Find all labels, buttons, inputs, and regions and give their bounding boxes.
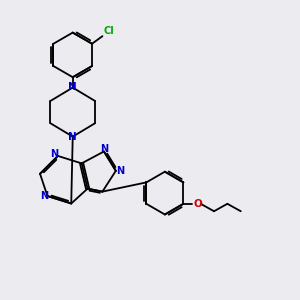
Text: N: N xyxy=(68,132,77,142)
Text: O: O xyxy=(193,199,202,209)
Text: Cl: Cl xyxy=(104,26,115,36)
Text: N: N xyxy=(68,82,77,92)
Text: N: N xyxy=(50,149,58,160)
Text: N: N xyxy=(100,143,109,154)
Text: N: N xyxy=(40,191,48,201)
Text: N: N xyxy=(116,166,124,176)
